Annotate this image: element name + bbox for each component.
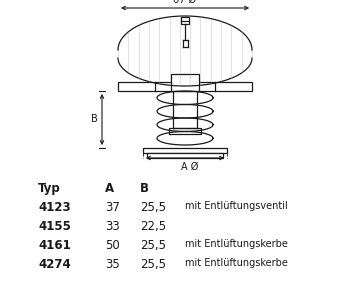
Bar (143, 148, 227, 153)
Text: B: B (91, 115, 98, 124)
Text: 50: 50 (105, 239, 120, 252)
Text: 33: 33 (105, 220, 120, 233)
Text: 67 Ø: 67 Ø (174, 0, 197, 5)
Text: 37: 37 (105, 201, 120, 214)
Text: 4274: 4274 (38, 258, 71, 271)
Bar (171, 74, 199, 91)
Text: A Ø: A Ø (181, 162, 199, 172)
Bar (147, 153, 223, 158)
Text: 22,5: 22,5 (140, 220, 166, 233)
Text: mit Entlüftungskerbe: mit Entlüftungskerbe (185, 239, 288, 249)
Text: mit Entlüftungsventil: mit Entlüftungsventil (185, 201, 288, 211)
Bar (181, 17, 189, 24)
Text: 4161: 4161 (38, 239, 71, 252)
Text: 4123: 4123 (38, 201, 71, 214)
Bar (118, 82, 252, 91)
Bar (169, 128, 201, 134)
Text: A: A (105, 182, 114, 195)
Text: Typ: Typ (38, 182, 61, 195)
Text: 35: 35 (105, 258, 120, 271)
Text: B: B (140, 182, 149, 195)
Text: 25,5: 25,5 (140, 201, 166, 214)
Text: 25,5: 25,5 (140, 239, 166, 252)
Text: mit Entlüftungskerbe: mit Entlüftungskerbe (185, 258, 288, 268)
Text: 4155: 4155 (38, 220, 71, 233)
Text: 25,5: 25,5 (140, 258, 166, 271)
